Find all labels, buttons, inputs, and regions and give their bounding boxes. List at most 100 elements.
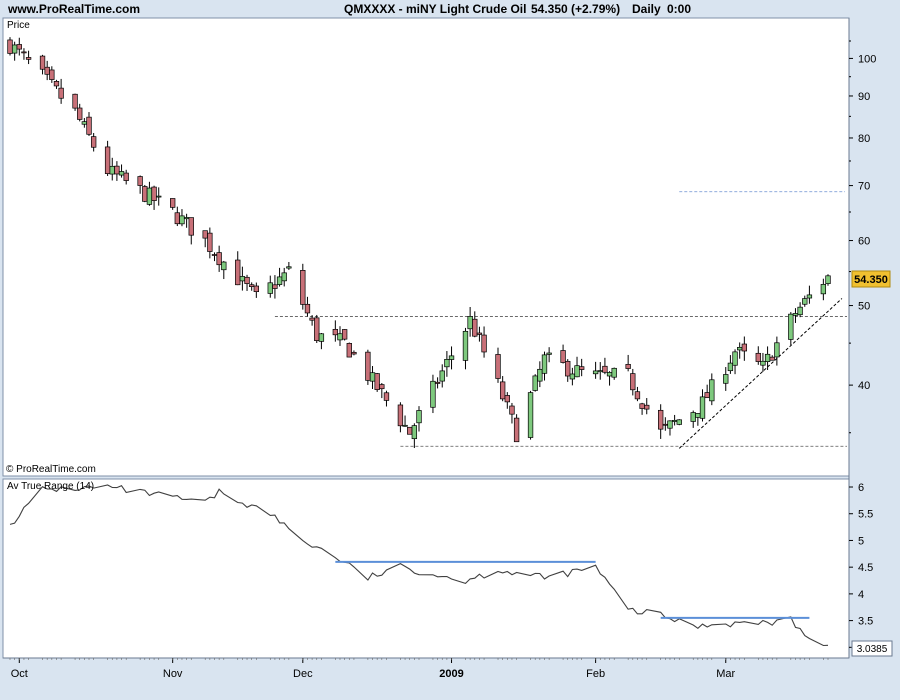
candle-down (49, 69, 55, 80)
candle-down (565, 360, 571, 377)
candle-down (639, 403, 645, 409)
price-axis-label: 40 (858, 380, 870, 392)
candle-up (146, 187, 153, 205)
candle-up (11, 44, 18, 54)
candle-down (434, 381, 441, 384)
candle-up (337, 333, 343, 341)
candle-up (802, 298, 808, 305)
last-price-tag-text: 54.350 (854, 274, 888, 286)
atr-axis-label: 6 (858, 482, 864, 494)
price-panel[interactable] (2, 17, 850, 477)
candle-up (723, 374, 729, 384)
candle-down (249, 284, 255, 287)
candle-down (90, 136, 97, 148)
candle-up (676, 419, 682, 425)
atr-axis-label: 4 (858, 589, 864, 601)
candle-up (820, 284, 827, 295)
candle-down (365, 351, 371, 381)
candle-up (792, 313, 799, 316)
candle-down (44, 66, 50, 75)
price-axis-label: 80 (858, 133, 870, 145)
atr-panel-label: Av True Range (14) (7, 481, 94, 492)
candle-up (527, 392, 534, 438)
candle-up (156, 195, 162, 198)
price-panel-label: Price (7, 20, 30, 31)
copyright-label: © ProRealTime.com (6, 464, 96, 475)
candle-down (21, 51, 27, 54)
candle-down (481, 334, 487, 353)
candle-up (467, 316, 473, 330)
candle-up (592, 370, 599, 375)
candle-up (537, 368, 543, 382)
candle-up (286, 266, 292, 269)
candle-up (369, 372, 376, 382)
candle-down (202, 230, 208, 239)
candle-down (244, 276, 250, 284)
candle-down (476, 332, 483, 335)
candle-down (397, 404, 404, 427)
candle-down (58, 87, 64, 99)
candle-down (314, 317, 320, 341)
candle-up (606, 372, 613, 377)
candle-down (509, 405, 515, 415)
last-atr-tag-text: 3.0385 (857, 644, 888, 655)
last-price-tag (851, 270, 891, 288)
candle-down (495, 354, 501, 379)
atr-axis-label: 4.5 (858, 562, 873, 574)
candle-up (118, 171, 125, 176)
candle-up (806, 294, 813, 299)
candle-down (300, 270, 306, 305)
candle-up (671, 419, 678, 422)
candle-down (602, 365, 608, 373)
candle-down (253, 285, 259, 293)
candle-up (797, 306, 803, 316)
price-axis-label: 70 (858, 181, 870, 193)
candle-up (690, 412, 696, 422)
trend-line (678, 298, 843, 449)
atr-axis-label: 5.5 (858, 509, 873, 521)
date-axis-label: Oct (11, 668, 28, 680)
candle-up (179, 215, 185, 225)
candle-up (448, 355, 455, 360)
candle-down (211, 254, 218, 256)
candle-down (630, 373, 636, 391)
candle-up (81, 121, 88, 125)
candle-up (439, 370, 445, 382)
candle-down (513, 417, 520, 443)
candle-up (462, 330, 469, 361)
site-url[interactable]: www.ProRealTime.com (8, 2, 141, 16)
candle-down (170, 198, 176, 208)
candle-down (104, 146, 111, 174)
date-axis-label: Feb (586, 668, 605, 680)
candle-up (574, 365, 580, 378)
candle-down (341, 329, 348, 340)
candle-down (142, 186, 148, 202)
candle-down (304, 303, 311, 314)
candle-up (402, 424, 408, 427)
date-axis-label: Nov (163, 668, 183, 680)
candle-down (579, 366, 585, 370)
candle-up (411, 425, 418, 440)
candle-down (77, 107, 83, 120)
atr-panel[interactable] (2, 478, 850, 659)
candle-down (407, 426, 413, 435)
candle-up (267, 282, 273, 294)
candle-down (625, 364, 631, 369)
candle-down (216, 252, 222, 266)
atr-axis-label: 5 (858, 535, 864, 547)
candle-down (151, 186, 157, 201)
candle-up (667, 420, 673, 429)
candle-down (137, 176, 143, 186)
date-axis-label: Mar (716, 668, 735, 680)
candle-down (309, 317, 315, 321)
candle-up (597, 370, 603, 373)
candle-down (755, 352, 761, 362)
candle-up (699, 396, 706, 419)
chart-header: www.ProRealTime.com QMXXXX - miNY Light … (0, 0, 900, 18)
quote-change: 54.350 (+2.79%) (531, 2, 621, 16)
time-label: 0:00 (667, 2, 692, 16)
candle-up (732, 351, 738, 366)
candle-up (109, 165, 115, 175)
candle-up (760, 360, 766, 366)
